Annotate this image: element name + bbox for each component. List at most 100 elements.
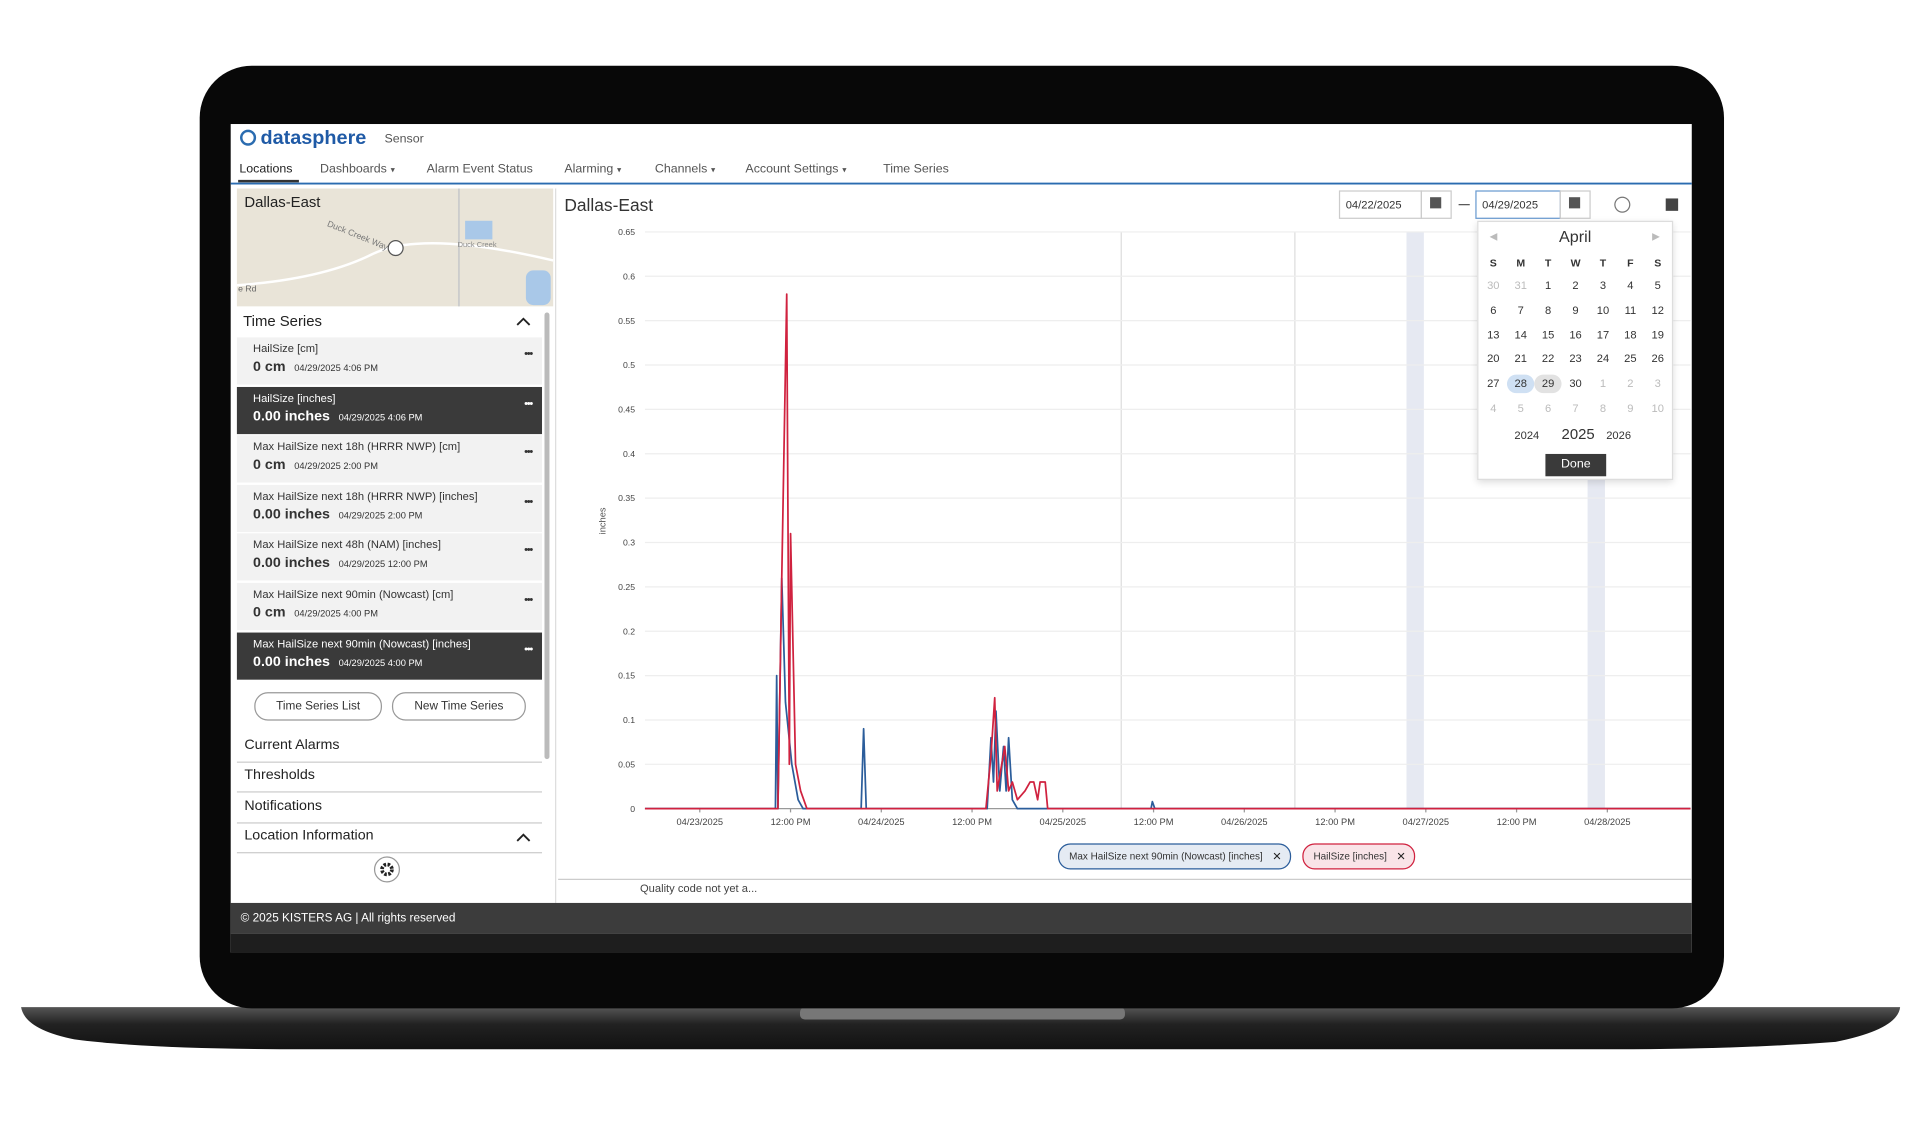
time-series-list-button[interactable]: Time Series List bbox=[254, 692, 383, 721]
day[interactable]: 12 bbox=[1651, 303, 1664, 317]
nav-item[interactable]: Time Series bbox=[883, 162, 949, 176]
item-name: Max HailSize next 48h (NAM) [inches] bbox=[253, 538, 442, 552]
nav-item[interactable]: Dashboards ▾ bbox=[320, 162, 395, 176]
time-series-item[interactable]: HailSize [inches] 0.00 inches 04/29/2025 4… bbox=[236, 386, 543, 434]
time-series-item[interactable]: HailSize [cm] 0 cm 04/29/2025 4:06 PM ••• bbox=[236, 337, 543, 385]
item-menu[interactable]: ••• bbox=[524, 641, 533, 655]
legend-chip[interactable]: HailSize [inches] × bbox=[1302, 843, 1416, 870]
day[interactable]: 28 bbox=[1507, 374, 1535, 394]
sidebar-section[interactable]: Notifications bbox=[236, 793, 543, 824]
time-series-item[interactable]: Max HailSize next 18h (HRRR NWP) [cm] 0 c… bbox=[236, 435, 543, 483]
x-tick-label: 12:00 PM bbox=[1134, 817, 1174, 827]
day[interactable]: 16 bbox=[1569, 328, 1582, 341]
day[interactable]: 5 bbox=[1517, 401, 1524, 415]
day[interactable]: 17 bbox=[1596, 328, 1610, 341]
day[interactable]: 22 bbox=[1541, 352, 1555, 366]
nav-item[interactable]: Locations bbox=[239, 162, 292, 176]
day[interactable]: 5 bbox=[1654, 279, 1661, 292]
day[interactable]: 10 bbox=[1596, 303, 1610, 317]
day[interactable]: 11 bbox=[1624, 303, 1637, 317]
sidebar-section[interactable]: Location Information bbox=[236, 823, 543, 854]
day[interactable]: 6 bbox=[1490, 303, 1497, 317]
day[interactable]: 2 bbox=[1627, 377, 1634, 390]
item-menu[interactable]: ••• bbox=[524, 494, 533, 508]
item-name: HailSize [inches] bbox=[253, 391, 336, 404]
year[interactable]: 2024 bbox=[1514, 429, 1540, 442]
collapse-icon bbox=[516, 833, 531, 842]
day[interactable]: 4 bbox=[1490, 401, 1497, 415]
time-series-item[interactable]: Max HailSize next 90min (Nowcast) [inche… bbox=[236, 632, 543, 680]
day[interactable]: 30 bbox=[1487, 279, 1500, 292]
context-menu[interactable]: Sensor bbox=[384, 132, 424, 147]
day[interactable]: 20 bbox=[1487, 352, 1500, 366]
year[interactable]: 2026 bbox=[1606, 429, 1632, 442]
day[interactable]: 21 bbox=[1514, 352, 1527, 366]
prev-month[interactable]: ◀ bbox=[1489, 230, 1498, 242]
weekday: W bbox=[1570, 256, 1581, 270]
x-tick-label: 04/23/2025 bbox=[677, 817, 724, 827]
date-input[interactable] bbox=[1475, 190, 1561, 219]
item-menu[interactable]: ••• bbox=[524, 347, 533, 360]
day[interactable]: 4 bbox=[1627, 279, 1634, 292]
chip-close[interactable]: × bbox=[1272, 847, 1282, 865]
day[interactable]: 29 bbox=[1534, 374, 1562, 394]
day[interactable]: 7 bbox=[1517, 303, 1524, 317]
day[interactable]: 19 bbox=[1651, 328, 1664, 341]
chip-close[interactable]: × bbox=[1396, 847, 1406, 865]
x-tick-label: 12:00 PM bbox=[952, 817, 992, 827]
laptop-notch bbox=[799, 1007, 1125, 1020]
new-time-series-button[interactable]: New Time Series bbox=[391, 692, 526, 721]
nav-item[interactable]: Channels ▾ bbox=[655, 162, 716, 176]
nav-item[interactable]: Account Settings ▾ bbox=[745, 162, 846, 176]
item-menu[interactable]: ••• bbox=[524, 543, 533, 557]
date-input[interactable] bbox=[1338, 190, 1423, 219]
legend-chip[interactable]: Max HailSize next 90min (Nowcast) [inche… bbox=[1057, 843, 1292, 870]
day[interactable]: 6 bbox=[1545, 401, 1552, 415]
day[interactable]: 30 bbox=[1569, 377, 1582, 390]
day[interactable]: 3 bbox=[1654, 377, 1661, 390]
day[interactable]: 27 bbox=[1487, 377, 1500, 390]
day[interactable]: 8 bbox=[1545, 303, 1552, 317]
day[interactable]: 18 bbox=[1624, 328, 1637, 341]
day[interactable]: 2 bbox=[1572, 279, 1579, 292]
day[interactable]: 25 bbox=[1624, 352, 1637, 366]
day[interactable]: 13 bbox=[1487, 328, 1500, 341]
year[interactable]: 2025 bbox=[1561, 425, 1595, 443]
scrollbar bbox=[544, 312, 550, 760]
map-label: Duck Creek bbox=[457, 241, 497, 250]
next-month[interactable]: ▶ bbox=[1652, 230, 1660, 242]
item-menu[interactable]: ••• bbox=[524, 445, 533, 458]
day[interactable]: 3 bbox=[1599, 279, 1607, 292]
time-series-item[interactable]: Max HailSize next 18h (HRRR NWP) [inches… bbox=[236, 484, 543, 532]
day[interactable]: 7 bbox=[1572, 401, 1579, 415]
item-value: 0.00 inches 04/29/2025 12:00 PM bbox=[253, 556, 428, 571]
settings-button[interactable] bbox=[373, 856, 400, 883]
sidebar-section[interactable]: Thresholds bbox=[236, 763, 543, 793]
day[interactable]: 26 bbox=[1651, 352, 1664, 366]
item-menu[interactable]: ••• bbox=[524, 396, 533, 409]
layout-icon[interactable] bbox=[1665, 198, 1679, 211]
time-series-item[interactable]: Max HailSize next 48h (NAM) [inches] 0.00… bbox=[236, 533, 543, 581]
day[interactable]: 9 bbox=[1572, 303, 1579, 317]
item-menu[interactable]: ••• bbox=[524, 592, 533, 606]
nav-item[interactable]: Alarm Event Status bbox=[427, 162, 533, 176]
day[interactable]: 8 bbox=[1599, 401, 1607, 415]
y-tick-label: 0.15 bbox=[618, 671, 635, 681]
day[interactable]: 10 bbox=[1651, 401, 1664, 415]
day[interactable]: 1 bbox=[1599, 377, 1607, 390]
sidebar-section[interactable]: Current Alarms bbox=[236, 733, 543, 763]
day[interactable]: 31 bbox=[1514, 279, 1527, 292]
done-button[interactable] bbox=[1545, 453, 1607, 477]
item-value: 0.00 inches 04/29/2025 4:00 PM bbox=[253, 654, 422, 669]
clock-icon[interactable] bbox=[1614, 196, 1631, 213]
day[interactable]: 23 bbox=[1569, 352, 1582, 366]
day[interactable]: 15 bbox=[1541, 328, 1555, 341]
nav-item[interactable]: Alarming ▾ bbox=[564, 162, 621, 176]
y-tick-label: 0.65 bbox=[618, 227, 635, 237]
time-series-item[interactable]: Max HailSize next 90min (Nowcast) [cm] 0 … bbox=[236, 582, 543, 631]
day[interactable]: 24 bbox=[1596, 352, 1610, 366]
day[interactable]: 14 bbox=[1514, 328, 1527, 341]
map-water bbox=[525, 270, 551, 306]
day[interactable]: 1 bbox=[1545, 279, 1552, 292]
day[interactable]: 9 bbox=[1627, 401, 1634, 415]
